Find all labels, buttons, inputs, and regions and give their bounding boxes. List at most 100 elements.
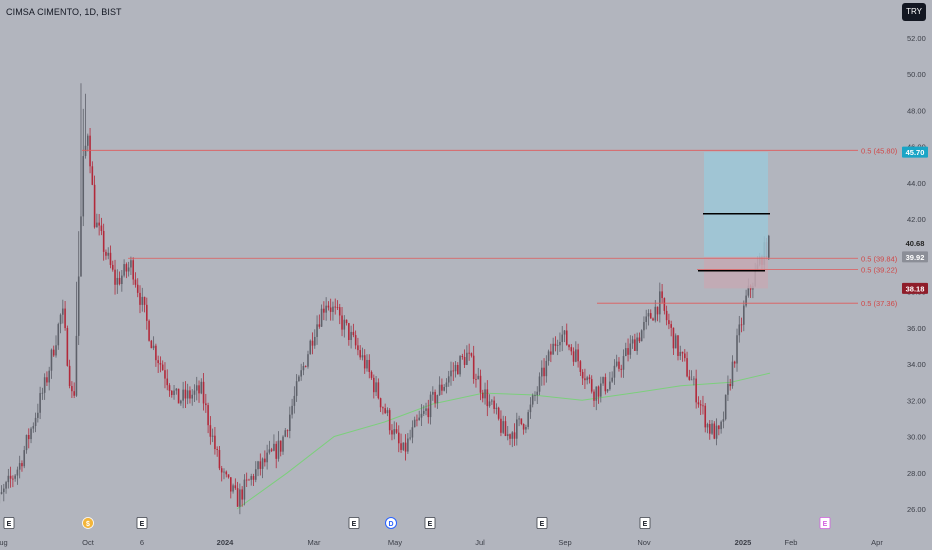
candle-body (527, 412, 529, 427)
price-tag: 40.68 (906, 239, 925, 248)
event-markers[interactable]: E $ E E D E E E E (3, 517, 831, 529)
event-label: E (643, 521, 648, 528)
candle-body (57, 324, 60, 346)
candle-body (27, 434, 30, 440)
price-tag: 45.70 (906, 148, 925, 157)
candle-body (186, 390, 189, 399)
price-axis[interactable]: 26.0028.0030.0032.0034.0036.0038.0040.00… (907, 34, 926, 514)
candle-body (295, 381, 298, 396)
candle-body (718, 425, 720, 430)
candle-body (332, 306, 334, 312)
candle-body (55, 345, 57, 356)
event-marker[interactable]: E (348, 517, 360, 529)
candle-body (452, 370, 455, 372)
candle-body (611, 377, 613, 382)
event-marker[interactable]: D (385, 517, 397, 529)
event-marker[interactable]: E (136, 517, 148, 529)
price-tag-bg (902, 282, 928, 294)
candle-body (125, 264, 128, 272)
y-tick-label: 48.00 (907, 106, 926, 115)
candle-body (511, 432, 514, 439)
candle-body (486, 389, 489, 407)
candle-body (684, 353, 686, 359)
candle-body (268, 449, 271, 453)
position-target-zone[interactable] (704, 152, 768, 257)
candle-body (379, 398, 382, 408)
candle-body (338, 307, 341, 316)
candle-body (220, 468, 223, 473)
time-axis[interactable]: Aug Oct 6 2024 Mar May Jul Sep Nov 2025 Feb Apr (0, 538, 883, 547)
event-marker[interactable]: E (819, 517, 831, 529)
candle-body (556, 345, 559, 347)
candle-body (670, 324, 672, 328)
candle-body (91, 166, 94, 185)
currency-button[interactable]: TRY (902, 3, 926, 21)
candle-body (23, 450, 26, 467)
candle-body (477, 375, 480, 380)
x-tick-label: 2024 (217, 538, 235, 547)
event-label: E (540, 521, 545, 528)
candle-body (445, 382, 448, 387)
candle-body (82, 156, 85, 217)
candle-body (706, 424, 709, 428)
candle-body (121, 275, 123, 285)
candle-body (636, 337, 638, 351)
fibonacci-levels[interactable]: 0.5 (45.80) 0.5 (39.84) 0.5 (39.22) 0.5 (37… (82, 146, 898, 308)
long-position-tool[interactable] (698, 152, 770, 289)
candle-body (600, 383, 602, 397)
y-tick-label: 50.00 (907, 70, 926, 79)
candle-body (588, 377, 591, 380)
candle-body (665, 310, 668, 321)
candle-body (266, 452, 268, 463)
candle-body (409, 437, 411, 439)
candle-body (493, 400, 495, 409)
candle-body (343, 319, 346, 330)
dividend-icon (82, 517, 94, 529)
candle-body (697, 402, 700, 405)
x-tick-label: Nov (637, 538, 651, 547)
candle-body (9, 475, 12, 479)
candle-body (170, 390, 173, 395)
event-marker[interactable]: E (424, 517, 436, 529)
candle-body (223, 471, 225, 473)
candle-body (386, 410, 389, 414)
candle-body (359, 350, 361, 358)
candle-body (699, 404, 702, 406)
candle-body (261, 458, 264, 469)
candle-body (656, 306, 659, 315)
candle-body (529, 404, 532, 413)
candle-body (164, 370, 166, 379)
candle-body (209, 425, 212, 437)
event-marker[interactable]: E (3, 517, 15, 529)
position-stop-zone[interactable] (704, 256, 768, 289)
candle-body (654, 306, 657, 321)
candle-body (375, 382, 377, 393)
candle-body (459, 356, 461, 375)
candle-body (166, 378, 169, 386)
candle-body (663, 298, 666, 311)
candle-body (245, 479, 248, 481)
level-label: 0.5 (37.36) (861, 299, 898, 308)
candle-body (370, 371, 373, 378)
x-tick-label: Apr (871, 538, 883, 547)
earnings-icon (424, 517, 436, 529)
candle-body (427, 408, 430, 418)
candle-body (234, 485, 237, 489)
candle-body (661, 291, 663, 299)
candle-body (729, 383, 731, 387)
candle-body (230, 477, 232, 492)
event-label: E (140, 521, 145, 528)
candle-body (579, 361, 582, 372)
event-marker[interactable]: E (536, 517, 548, 529)
event-marker[interactable]: E (639, 517, 651, 529)
candle-body (232, 485, 234, 492)
event-marker[interactable]: $ (82, 517, 94, 529)
candle-body (479, 375, 482, 393)
candle-body (336, 306, 339, 308)
candle-body (495, 407, 498, 409)
candle-body (536, 391, 539, 396)
price-axis-labels: 45.70 40.68 39.92 38.18 (902, 146, 928, 294)
candle-body (357, 345, 359, 351)
event-label: D (388, 521, 393, 528)
